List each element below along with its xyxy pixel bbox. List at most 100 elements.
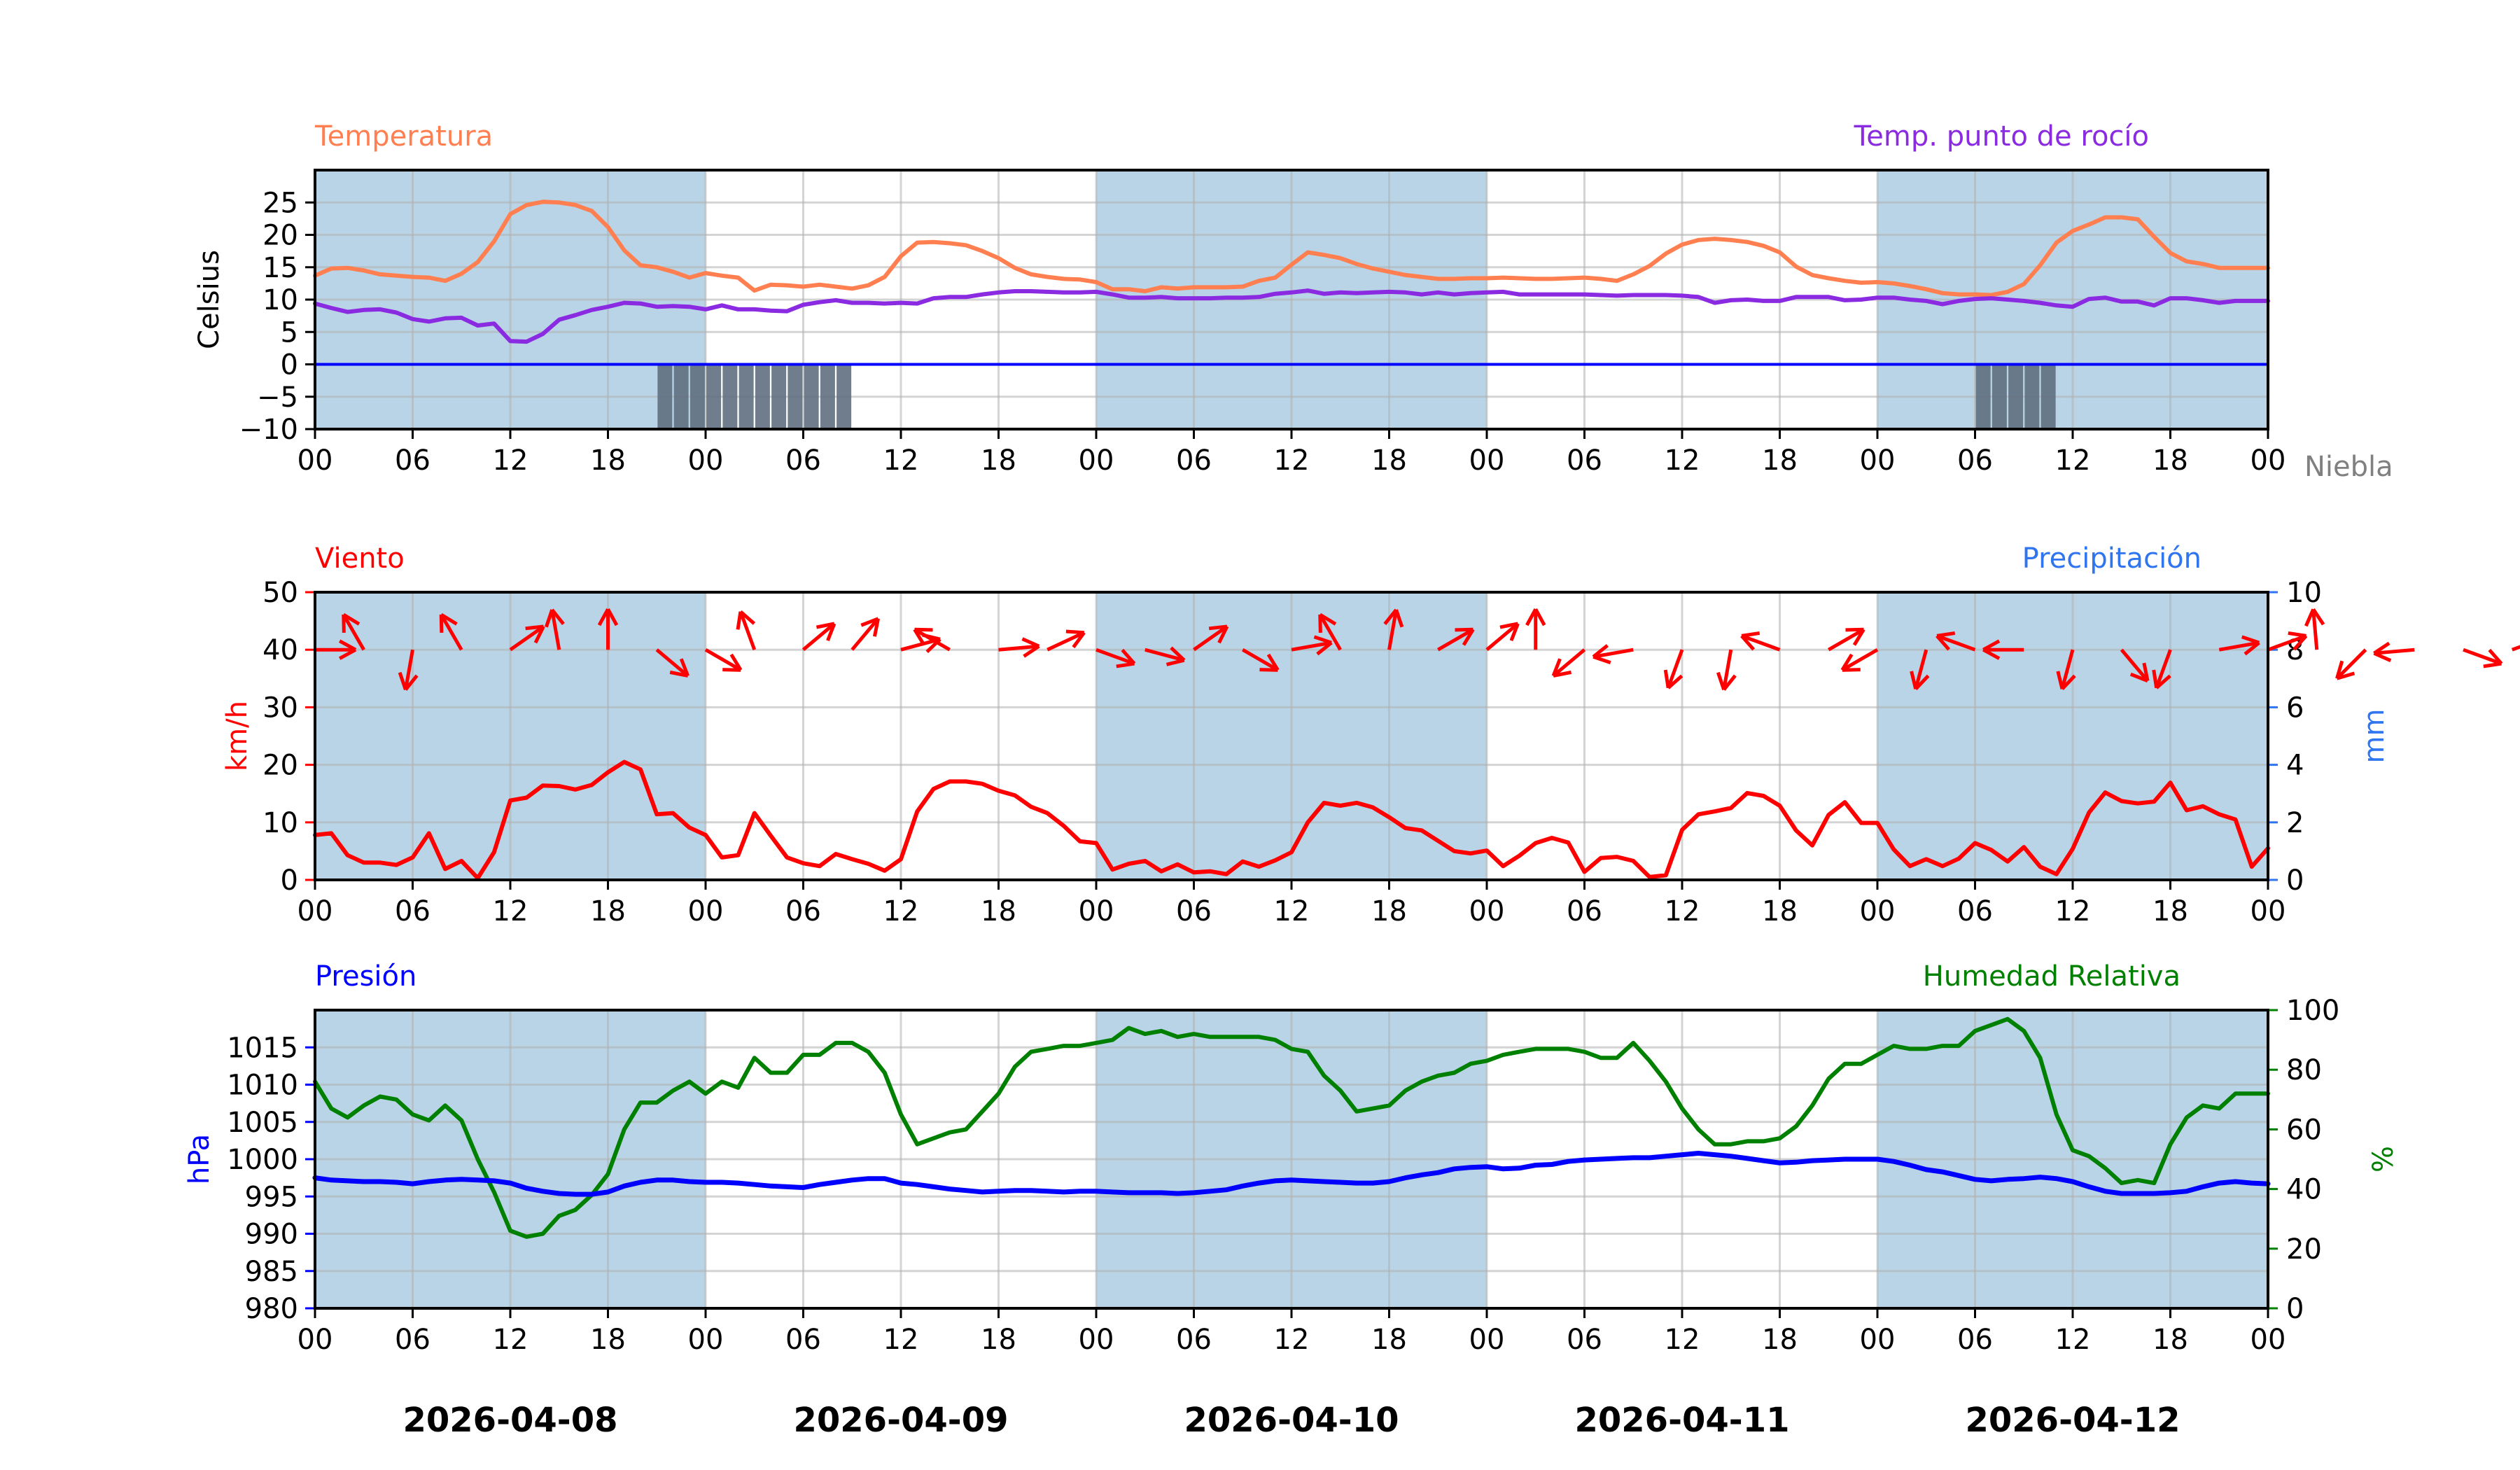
x-tick-label: 18 xyxy=(1762,1324,1798,1356)
y-tick-label: 50 xyxy=(262,577,298,609)
y-tick-label-right: 2 xyxy=(2286,807,2304,839)
wind-arrow-shaft xyxy=(342,613,365,651)
x-tick-label: 12 xyxy=(493,1324,528,1356)
y-tick-label-right: 4 xyxy=(2286,750,2304,782)
wind-arrow-head xyxy=(1313,635,1332,645)
x-tick-label: 18 xyxy=(1762,895,1798,927)
wind-arrow-head xyxy=(2056,671,2064,690)
fog-bar xyxy=(1991,364,2007,429)
x-tick-label: 12 xyxy=(2055,444,2091,477)
wind-direction-arrow xyxy=(2304,608,2325,650)
y-tick-label-right: 40 xyxy=(2286,1174,2322,1206)
x-tick-label: 12 xyxy=(883,444,919,477)
x-tick-label: 06 xyxy=(785,1324,821,1356)
wind-direction-arrow xyxy=(1193,624,1229,652)
y-tick-label-right: 80 xyxy=(2286,1054,2322,1086)
y-tick-label: 10 xyxy=(262,284,298,316)
date-label: 2026-04-09 xyxy=(793,1401,1008,1440)
wind-arrow-head xyxy=(1065,629,1084,635)
x-tick-label: 18 xyxy=(2152,895,2188,927)
x-tick-label: 00 xyxy=(1860,1324,1896,1356)
wind-direction-arrow xyxy=(398,649,419,691)
wind-arrow-shaft xyxy=(1828,628,1865,652)
fog-bar xyxy=(690,364,705,429)
wind-arrow-head xyxy=(1840,653,1854,671)
wind-arrow-head xyxy=(1982,648,2001,660)
pressure-line xyxy=(312,1151,2271,1197)
fog-bar xyxy=(755,364,770,429)
x-tick-label: 00 xyxy=(688,895,724,927)
date-labels: 2026-04-08 2026-04-09 2026-04-10 2026-04-11… xyxy=(402,1401,2180,1440)
wind-arrow-head xyxy=(2061,674,2076,690)
wind-direction-arrow xyxy=(509,624,545,652)
x-tick-label: 06 xyxy=(785,895,821,927)
y-tick-label: 990 xyxy=(245,1219,298,1251)
x-tick-label: 06 xyxy=(1957,895,1993,927)
wind-arrow-shaft xyxy=(2120,648,2149,682)
x-tick-label: 06 xyxy=(395,444,430,477)
plot-frame xyxy=(314,169,2269,430)
wind-arrow-shaft xyxy=(1592,648,1634,659)
wind-direction-arrow xyxy=(1242,648,1280,672)
wind-arrow-shaft xyxy=(2374,648,2415,655)
wind-arrow-head xyxy=(722,668,741,672)
wind-arrow-head xyxy=(1716,671,1726,691)
wind-arrow-shaft xyxy=(704,648,742,672)
wind-arrow-head xyxy=(914,627,933,632)
wind-arrow-head xyxy=(1741,631,1760,638)
wind-arrow-head xyxy=(342,612,360,626)
wind-speed-line xyxy=(313,760,2270,881)
wind-arrow-shaft xyxy=(1046,631,1085,652)
fog-bar xyxy=(657,364,673,429)
wind-arrow-shaft xyxy=(509,624,545,652)
x-tick-label: 00 xyxy=(2250,1324,2286,1356)
wind-arrow-head xyxy=(1166,658,1185,666)
y-axis-label: Celsius xyxy=(193,250,225,349)
wind-direction-arrow xyxy=(2267,631,2308,652)
wind-arrow-head xyxy=(913,628,926,646)
wind-arrow-head xyxy=(2292,634,2308,651)
x-tick-label: 06 xyxy=(1176,444,1212,477)
x-tick-label: 18 xyxy=(981,444,1016,477)
x-tick-label: 00 xyxy=(298,1324,333,1356)
x-tick-label: 18 xyxy=(981,1324,1016,1356)
wind-direction-arrow xyxy=(1144,646,1186,666)
wind-arrow-head xyxy=(597,608,610,626)
wind-arrow-head xyxy=(816,622,835,629)
wind-arrow-shaft xyxy=(913,628,951,652)
wind-arrow-head xyxy=(1534,608,1546,626)
wind-direction-arrow xyxy=(2152,649,2172,690)
wind-arrow-shaft xyxy=(2218,640,2260,652)
x-tick-label: 12 xyxy=(493,444,528,477)
wind-arrow-head xyxy=(2311,608,2325,626)
x-tick-label: 18 xyxy=(2152,1324,2188,1356)
wind-arrow-head xyxy=(2373,641,2390,655)
wind-arrow-head xyxy=(606,608,619,626)
x-tick-label: 06 xyxy=(395,895,430,927)
wind-arrow-head xyxy=(2155,674,2171,690)
wind-arrow-head xyxy=(1722,674,1737,691)
x-tick-label: 06 xyxy=(1567,444,1602,477)
wind-arrow-head xyxy=(1121,648,1136,665)
fog-bar xyxy=(820,364,835,429)
wind-arrow-head xyxy=(1319,612,1337,626)
wind-arrow-head xyxy=(2336,671,2356,680)
x-tick-label: 06 xyxy=(785,444,821,477)
wind-direction-arrow xyxy=(1716,649,1737,691)
wind-arrow-shaft xyxy=(1291,640,1332,652)
wind-arrow-shaft xyxy=(1096,648,1135,666)
wind-direction-arrow xyxy=(2056,649,2076,690)
wind-arrow-head xyxy=(2335,660,2344,679)
y-tick-label: 1000 xyxy=(227,1144,298,1176)
date-label: 2026-04-12 xyxy=(1965,1401,2180,1440)
wind-arrow-head xyxy=(2244,641,2260,656)
wind-direction-arrow xyxy=(1828,627,1865,652)
x-tick-label: 18 xyxy=(981,895,1016,927)
y-tick-label: 0 xyxy=(281,864,298,897)
wind-arrow-head xyxy=(729,653,743,671)
y-tick-label-right: 10 xyxy=(2286,577,2322,609)
wind-arrow-head xyxy=(1914,674,1930,690)
wind-direction-arrow xyxy=(1318,612,1342,651)
wind-arrow-head xyxy=(1663,669,1670,689)
wind-arrow-head xyxy=(1116,662,1135,668)
